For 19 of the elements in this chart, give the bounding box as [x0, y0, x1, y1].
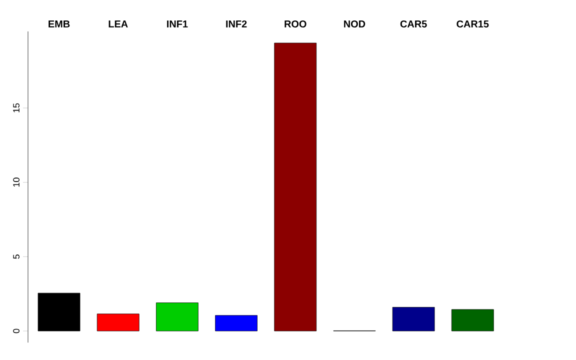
bar — [96, 314, 140, 332]
bar — [392, 307, 435, 332]
x-tick-label: LEA — [108, 20, 128, 28]
y-tick-label: 15 — [13, 103, 20, 112]
bar — [274, 42, 317, 332]
x-tick-label: INF1 — [167, 20, 188, 28]
x-tick-label: EMB — [48, 20, 70, 28]
y-tick-label: 5 — [13, 254, 20, 259]
x-tick-label: INF2 — [226, 20, 247, 28]
x-tick-label: CAR15 — [456, 20, 489, 28]
y-tick-label: 0 — [13, 328, 20, 334]
x-tick-label: NOD — [344, 20, 366, 28]
bar — [38, 292, 80, 332]
bar — [156, 302, 198, 332]
x-tick-label: ROO — [284, 20, 306, 28]
y-tick-label: 10 — [13, 178, 20, 187]
x-tick-label: CAR5 — [400, 20, 427, 28]
bar — [215, 315, 258, 332]
bar — [451, 309, 494, 332]
